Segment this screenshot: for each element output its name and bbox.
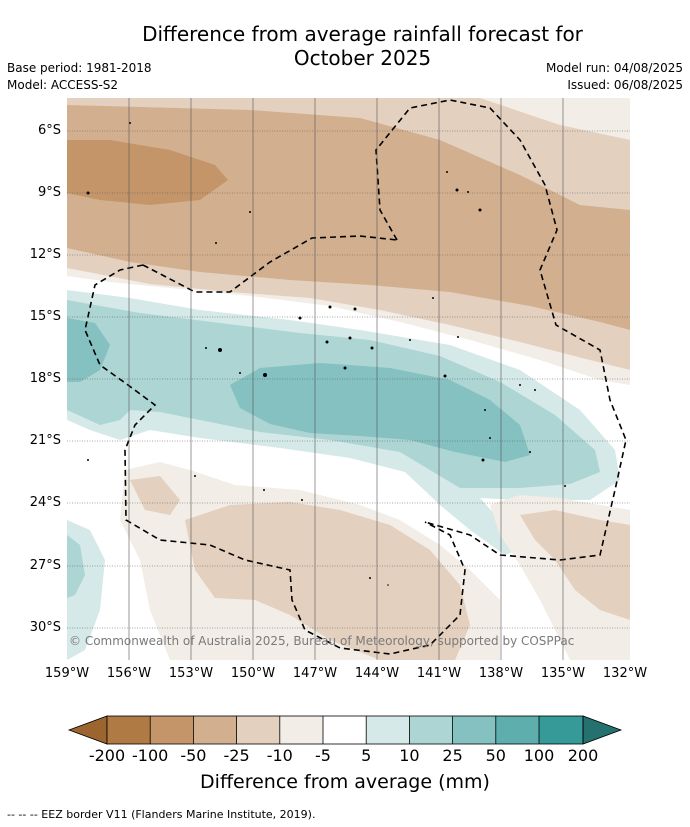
colorbar-max-arrow	[582, 715, 623, 745]
contour-minus10-southeast	[520, 510, 630, 620]
colorbar-frame	[106, 715, 584, 745]
lat-label-9s: 9°S	[37, 185, 61, 200]
lon-label-135w: 135°W	[540, 666, 586, 681]
lon-label-144w: 144°W	[354, 666, 400, 681]
colorbar-label: -10	[266, 746, 293, 765]
colorbar-bin-2	[150, 716, 194, 744]
colorbar-label: 25	[442, 746, 463, 765]
eez-border-central	[84, 264, 466, 655]
contour-minus50	[67, 140, 228, 205]
lon-label-138w: 138°W	[478, 666, 524, 681]
lat-label-27s: 27°S	[29, 558, 61, 573]
colorbar-label: -200	[88, 746, 126, 765]
colorbar-bin-1	[107, 716, 151, 744]
model-name: Model: ACCESS-S2	[7, 78, 119, 92]
lon-label-147w: 147°W	[292, 666, 338, 681]
colorbar-bin-6	[323, 716, 367, 744]
lon-label-150w: 150°W	[230, 666, 276, 681]
colorbar-label: 100	[523, 746, 555, 765]
colorbar-bin-5	[279, 716, 323, 744]
eez-border-east	[375, 99, 627, 561]
lon-label-141w: 141°W	[416, 666, 462, 681]
contour-plus10-southwest	[67, 535, 85, 598]
colorbar-label: 50	[485, 746, 506, 765]
colorbar-label: -5	[315, 746, 331, 765]
lat-label-6s: 6°S	[37, 123, 61, 138]
title-line-2: October 2025	[293, 46, 432, 70]
colorbar-bin-7	[366, 716, 410, 744]
colorbar-bin-4	[236, 716, 280, 744]
map-title: Difference from average rainfall forecas…	[95, 22, 630, 70]
contour-plus25-east	[230, 363, 530, 462]
lat-label-15s: 15°S	[29, 309, 61, 324]
lat-label-24s: 24°S	[29, 495, 61, 510]
contour-minus10-south-b	[185, 502, 470, 660]
colorbar-title: Difference from average (mm)	[200, 771, 490, 793]
colorbar-bin-11	[539, 716, 583, 744]
colorbar-bin-8	[409, 716, 453, 744]
eez-footnote: -- -- -- EEZ border V11 (Flanders Marine…	[7, 808, 316, 821]
lat-label-12s: 12°S	[29, 247, 61, 262]
colorbar-bin-10	[495, 716, 539, 744]
colorbar-label: -50	[180, 746, 207, 765]
lat-label-21s: 21°S	[29, 433, 61, 448]
colorbar-dividers	[149, 716, 540, 744]
model-run-date: Model run: 04/08/2025	[545, 61, 683, 75]
colorbar-bin-3	[193, 716, 237, 744]
eez-border-link	[142, 235, 398, 293]
meta-left: Base period: 1981-2018 Model: ACCESS-S2	[7, 60, 152, 94]
colorbar	[67, 715, 623, 745]
lon-label-132w: 132°W	[602, 666, 648, 681]
anomaly-contours	[67, 98, 630, 660]
colorbar-label: 10	[399, 746, 420, 765]
issued-date: Issued: 06/08/2025	[567, 78, 683, 92]
title-line-1: Difference from average rainfall forecas…	[142, 22, 583, 46]
contour-minus25	[67, 105, 630, 330]
colorbar-label: 5	[361, 746, 372, 765]
contour-minus10-south	[130, 476, 180, 515]
meta-right: Model run: 04/08/2025 Issued: 06/08/2025	[546, 60, 683, 94]
colorbar-min-arrow	[67, 715, 108, 745]
lon-label-153w: 153°W	[168, 666, 214, 681]
colorbar-label: -25	[223, 746, 250, 765]
contour-plus25	[67, 318, 110, 382]
colorbar-bin-9	[452, 716, 496, 744]
colorbar-label: -100	[132, 746, 169, 765]
colorbar-label: 200	[567, 746, 599, 765]
lat-label-30s: 30°S	[29, 620, 61, 635]
base-period: Base period: 1981-2018	[7, 61, 152, 75]
lat-label-18s: 18°S	[29, 371, 61, 386]
lon-label-156w: 156°W	[106, 666, 152, 681]
lon-label-159w: 159°W	[44, 666, 90, 681]
copyright-notice: © Commonwealth of Australia 2025, Bureau…	[69, 634, 575, 648]
